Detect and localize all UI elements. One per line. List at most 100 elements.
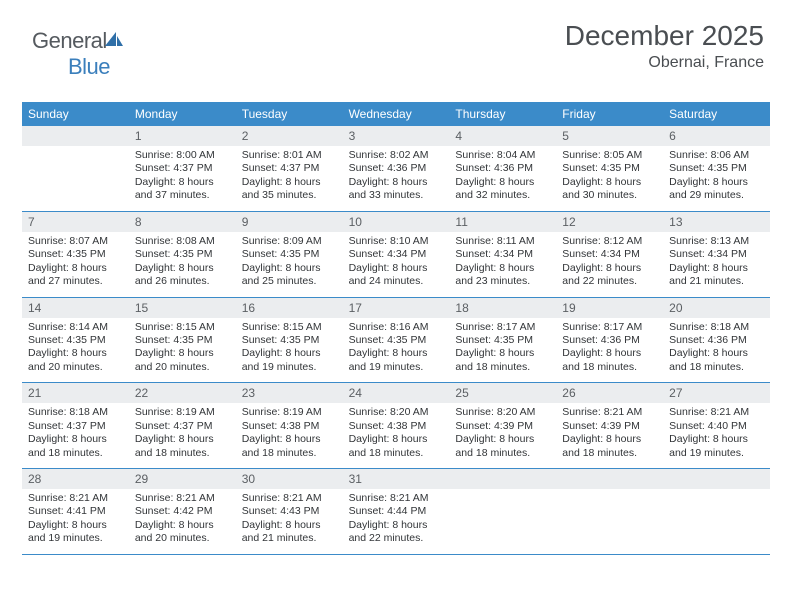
day-info: Sunrise: 8:20 AMSunset: 4:39 PMDaylight:… xyxy=(449,403,556,468)
calendar-cell xyxy=(663,469,770,554)
calendar-cell: 26Sunrise: 8:21 AMSunset: 4:39 PMDayligh… xyxy=(556,383,663,468)
daylight-text-1: Daylight: 8 hours xyxy=(562,262,657,275)
day-info: Sunrise: 8:01 AMSunset: 4:37 PMDaylight:… xyxy=(236,146,343,211)
sunrise-text: Sunrise: 8:15 AM xyxy=(135,321,230,334)
daylight-text-1: Daylight: 8 hours xyxy=(562,433,657,446)
day-info: Sunrise: 8:21 AMSunset: 4:43 PMDaylight:… xyxy=(236,489,343,554)
daylight-text-1: Daylight: 8 hours xyxy=(455,176,550,189)
daylight-text-1: Daylight: 8 hours xyxy=(135,519,230,532)
calendar-cell: 2Sunrise: 8:01 AMSunset: 4:37 PMDaylight… xyxy=(236,126,343,211)
sunset-text: Sunset: 4:41 PM xyxy=(28,505,123,518)
sunrise-text: Sunrise: 8:01 AM xyxy=(242,149,337,162)
sunrise-text: Sunrise: 8:02 AM xyxy=(349,149,444,162)
daylight-text-1: Daylight: 8 hours xyxy=(455,347,550,360)
day-number: 29 xyxy=(129,469,236,489)
calendar-cell: 10Sunrise: 8:10 AMSunset: 4:34 PMDayligh… xyxy=(343,212,450,297)
day-number: 14 xyxy=(22,298,129,318)
daylight-text-1: Daylight: 8 hours xyxy=(28,347,123,360)
daylight-text-1: Daylight: 8 hours xyxy=(669,262,764,275)
daylight-text-2: and 30 minutes. xyxy=(562,189,657,202)
sunrise-text: Sunrise: 8:13 AM xyxy=(669,235,764,248)
calendar-table: Sunday Monday Tuesday Wednesday Thursday… xyxy=(22,102,770,555)
daylight-text-1: Daylight: 8 hours xyxy=(28,519,123,532)
daylight-text-1: Daylight: 8 hours xyxy=(455,262,550,275)
sunrise-text: Sunrise: 8:21 AM xyxy=(28,492,123,505)
daylight-text-2: and 18 minutes. xyxy=(562,447,657,460)
daylight-text-1: Daylight: 8 hours xyxy=(669,347,764,360)
calendar-cell: 3Sunrise: 8:02 AMSunset: 4:36 PMDaylight… xyxy=(343,126,450,211)
sunrise-text: Sunrise: 8:12 AM xyxy=(562,235,657,248)
daylight-text-2: and 32 minutes. xyxy=(455,189,550,202)
sunrise-text: Sunrise: 8:21 AM xyxy=(242,492,337,505)
sunrise-text: Sunrise: 8:14 AM xyxy=(28,321,123,334)
calendar-cell xyxy=(449,469,556,554)
day-info xyxy=(22,146,129,198)
calendar-week-row: 7Sunrise: 8:07 AMSunset: 4:35 PMDaylight… xyxy=(22,212,770,298)
daylight-text-1: Daylight: 8 hours xyxy=(135,262,230,275)
dayhead-fri: Friday xyxy=(556,102,663,126)
calendar-cell: 30Sunrise: 8:21 AMSunset: 4:43 PMDayligh… xyxy=(236,469,343,554)
sunset-text: Sunset: 4:38 PM xyxy=(242,420,337,433)
day-info: Sunrise: 8:17 AMSunset: 4:36 PMDaylight:… xyxy=(556,318,663,383)
calendar-cell: 11Sunrise: 8:11 AMSunset: 4:34 PMDayligh… xyxy=(449,212,556,297)
daylight-text-2: and 22 minutes. xyxy=(562,275,657,288)
day-info: Sunrise: 8:07 AMSunset: 4:35 PMDaylight:… xyxy=(22,232,129,297)
sunset-text: Sunset: 4:39 PM xyxy=(455,420,550,433)
day-info: Sunrise: 8:15 AMSunset: 4:35 PMDaylight:… xyxy=(236,318,343,383)
daylight-text-1: Daylight: 8 hours xyxy=(242,347,337,360)
daylight-text-2: and 37 minutes. xyxy=(135,189,230,202)
day-number: 24 xyxy=(343,383,450,403)
calendar-cell: 15Sunrise: 8:15 AMSunset: 4:35 PMDayligh… xyxy=(129,298,236,383)
day-info: Sunrise: 8:21 AMSunset: 4:42 PMDaylight:… xyxy=(129,489,236,554)
daylight-text-2: and 22 minutes. xyxy=(349,532,444,545)
sunrise-text: Sunrise: 8:21 AM xyxy=(135,492,230,505)
calendar-cell: 5Sunrise: 8:05 AMSunset: 4:35 PMDaylight… xyxy=(556,126,663,211)
daylight-text-2: and 21 minutes. xyxy=(669,275,764,288)
sunrise-text: Sunrise: 8:17 AM xyxy=(455,321,550,334)
daylight-text-2: and 18 minutes. xyxy=(455,447,550,460)
daylight-text-2: and 25 minutes. xyxy=(242,275,337,288)
day-number: 15 xyxy=(129,298,236,318)
sunrise-text: Sunrise: 8:04 AM xyxy=(455,149,550,162)
sunset-text: Sunset: 4:36 PM xyxy=(562,334,657,347)
day-info: Sunrise: 8:14 AMSunset: 4:35 PMDaylight:… xyxy=(22,318,129,383)
calendar-cell: 6Sunrise: 8:06 AMSunset: 4:35 PMDaylight… xyxy=(663,126,770,211)
sunrise-text: Sunrise: 8:06 AM xyxy=(669,149,764,162)
day-number: 26 xyxy=(556,383,663,403)
day-number xyxy=(449,469,556,489)
day-number: 25 xyxy=(449,383,556,403)
sunrise-text: Sunrise: 8:19 AM xyxy=(242,406,337,419)
sunrise-text: Sunrise: 8:18 AM xyxy=(28,406,123,419)
sunrise-text: Sunrise: 8:20 AM xyxy=(455,406,550,419)
day-number: 7 xyxy=(22,212,129,232)
day-number: 6 xyxy=(663,126,770,146)
daylight-text-2: and 18 minutes. xyxy=(242,447,337,460)
calendar-cell: 21Sunrise: 8:18 AMSunset: 4:37 PMDayligh… xyxy=(22,383,129,468)
sunset-text: Sunset: 4:34 PM xyxy=(562,248,657,261)
dayhead-sun: Sunday xyxy=(22,102,129,126)
calendar-cell: 23Sunrise: 8:19 AMSunset: 4:38 PMDayligh… xyxy=(236,383,343,468)
daylight-text-2: and 19 minutes. xyxy=(669,447,764,460)
calendar-week-row: 1Sunrise: 8:00 AMSunset: 4:37 PMDaylight… xyxy=(22,126,770,212)
daylight-text-1: Daylight: 8 hours xyxy=(349,433,444,446)
sunrise-text: Sunrise: 8:08 AM xyxy=(135,235,230,248)
day-info: Sunrise: 8:16 AMSunset: 4:35 PMDaylight:… xyxy=(343,318,450,383)
day-number: 13 xyxy=(663,212,770,232)
daylight-text-2: and 26 minutes. xyxy=(135,275,230,288)
dayhead-sat: Saturday xyxy=(663,102,770,126)
calendar-cell: 16Sunrise: 8:15 AMSunset: 4:35 PMDayligh… xyxy=(236,298,343,383)
sunset-text: Sunset: 4:35 PM xyxy=(669,162,764,175)
calendar-cell: 28Sunrise: 8:21 AMSunset: 4:41 PMDayligh… xyxy=(22,469,129,554)
logo: General Blue xyxy=(32,28,125,80)
daylight-text-2: and 20 minutes. xyxy=(135,361,230,374)
sunrise-text: Sunrise: 8:21 AM xyxy=(669,406,764,419)
daylight-text-1: Daylight: 8 hours xyxy=(28,433,123,446)
sunrise-text: Sunrise: 8:00 AM xyxy=(135,149,230,162)
day-info: Sunrise: 8:10 AMSunset: 4:34 PMDaylight:… xyxy=(343,232,450,297)
calendar-cell: 7Sunrise: 8:07 AMSunset: 4:35 PMDaylight… xyxy=(22,212,129,297)
day-info: Sunrise: 8:17 AMSunset: 4:35 PMDaylight:… xyxy=(449,318,556,383)
calendar-cell: 4Sunrise: 8:04 AMSunset: 4:36 PMDaylight… xyxy=(449,126,556,211)
logo-sail-icon xyxy=(103,28,125,54)
day-info: Sunrise: 8:13 AMSunset: 4:34 PMDaylight:… xyxy=(663,232,770,297)
calendar-week-row: 14Sunrise: 8:14 AMSunset: 4:35 PMDayligh… xyxy=(22,298,770,384)
